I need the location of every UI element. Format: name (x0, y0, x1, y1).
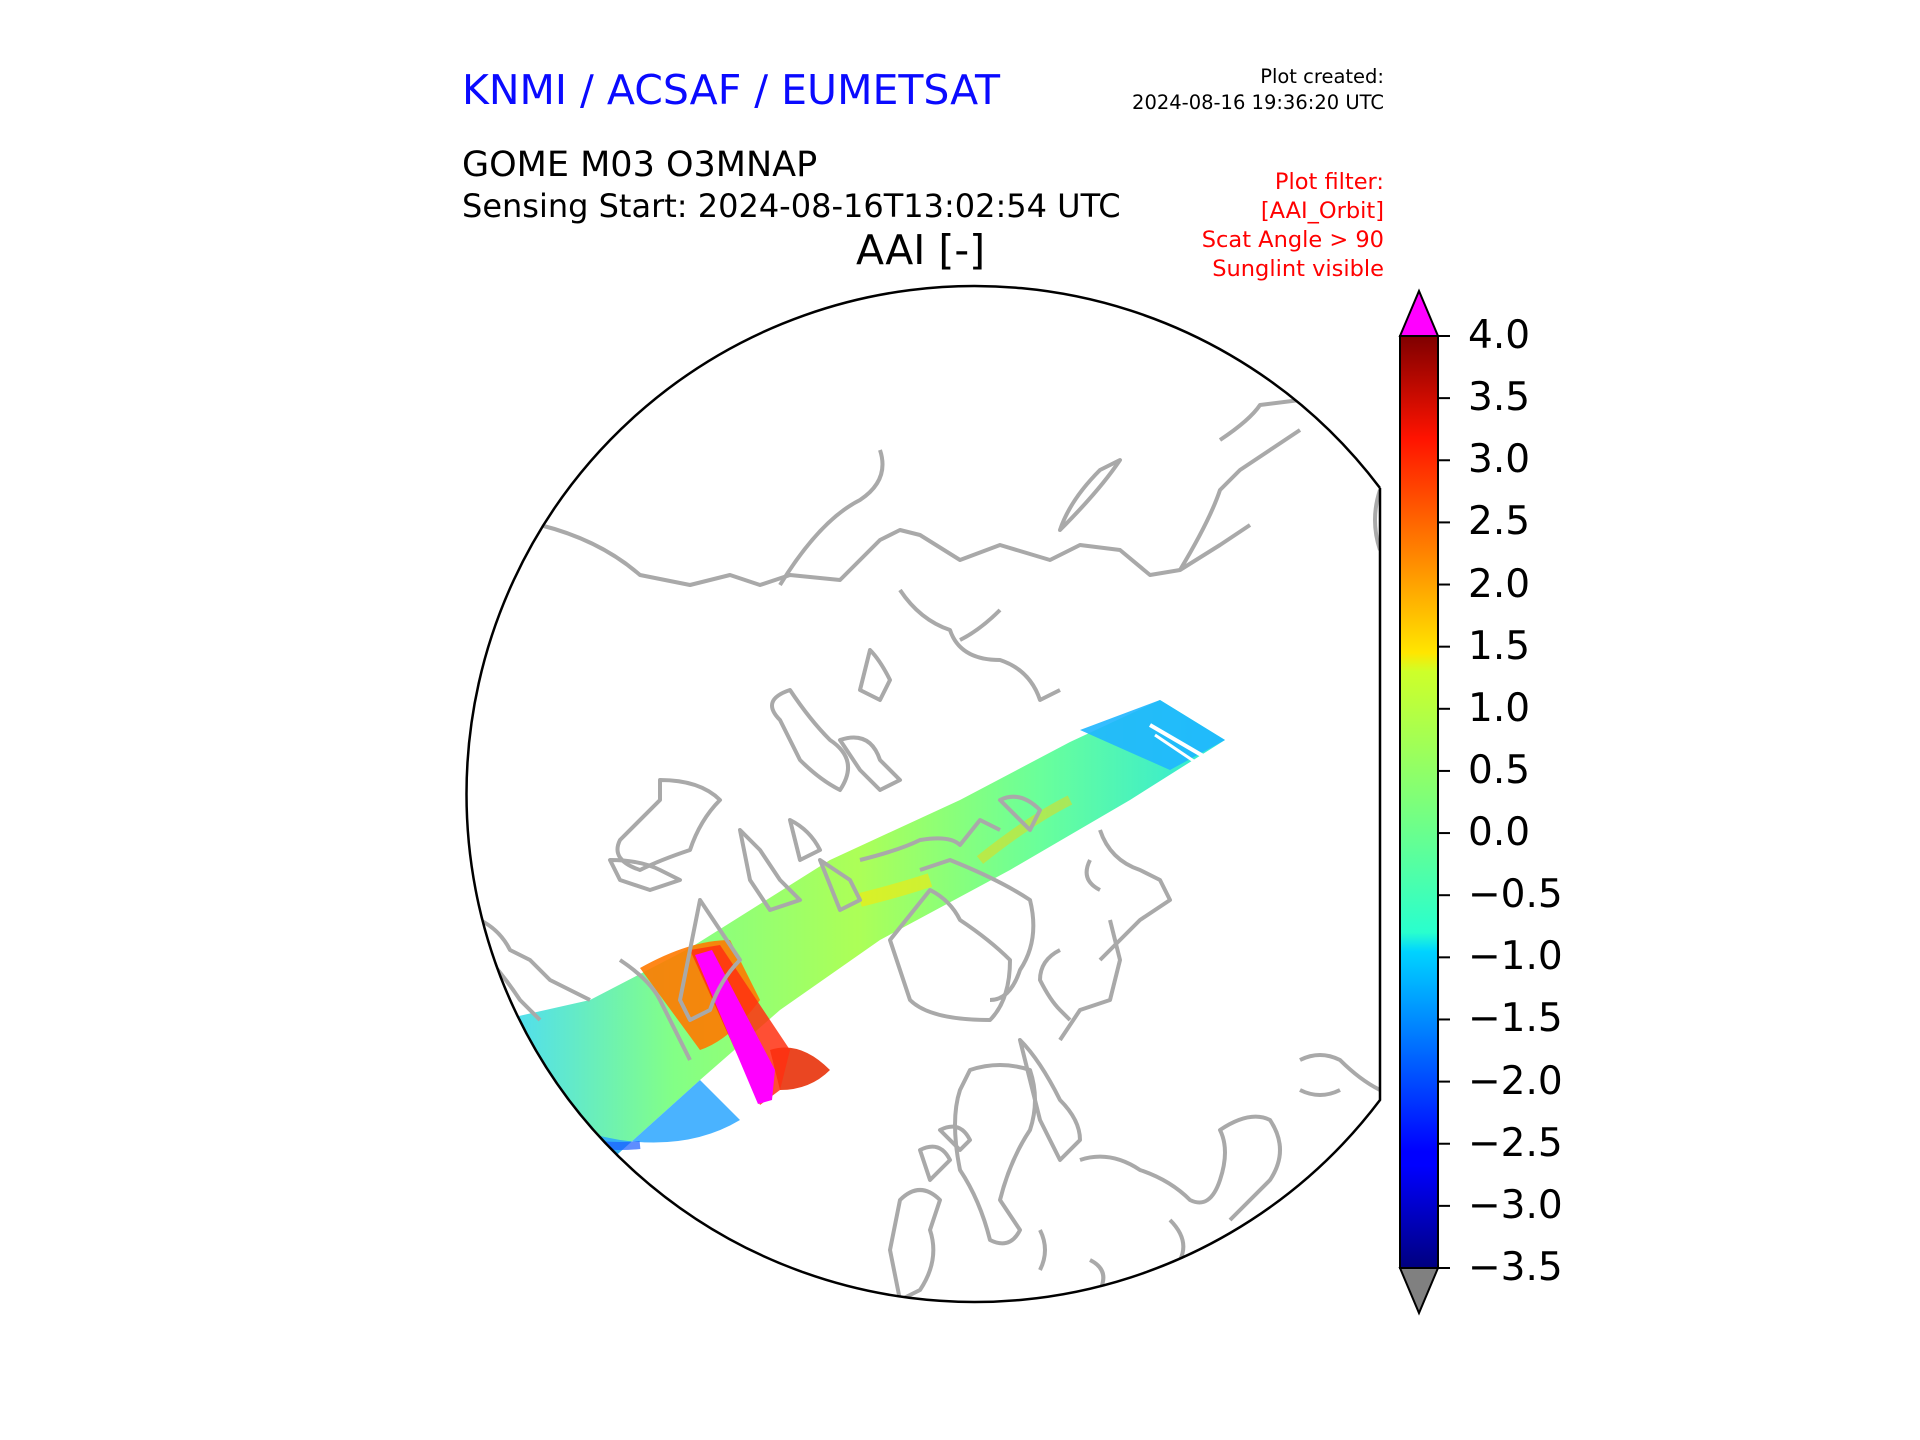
colorbar-tick-label: −0.5 (1468, 872, 1563, 918)
plot-filter-line: Sunglint visible (1212, 256, 1384, 282)
colorbar (1398, 288, 1450, 1316)
colorbar-tick-label: −2.5 (1468, 1120, 1563, 1166)
colorbar-tick-label: −1.5 (1468, 996, 1563, 1042)
colorbar-tick-label: −2.0 (1468, 1058, 1563, 1104)
coastlines (478, 398, 1381, 1302)
colorbar-tick-label: −3.0 (1468, 1182, 1563, 1228)
colorbar-tick-label: 2.5 (1468, 499, 1531, 545)
colorbar-tick-label: 3.5 (1468, 375, 1531, 421)
organization-title: KNMI / ACSAF / EUMETSAT (462, 66, 1001, 114)
plot-created-label: Plot created: (1260, 65, 1384, 88)
plot-created-time: 2024-08-16 19:36:20 UTC (1132, 91, 1384, 114)
colorbar-over-triangle (1398, 288, 1440, 337)
plot-created: Plot created: 2024-08-16 19:36:20 UTC (1094, 64, 1384, 116)
colorbar-tick-label: 1.5 (1468, 623, 1531, 669)
polar-map (465, 284, 1382, 1304)
plot-filter-line: [AAI_Orbit] (1260, 198, 1384, 224)
plot-filter: Plot filter: [AAI_Orbit] Scat Angle > 90… (1094, 168, 1384, 284)
map-content (478, 398, 1381, 1302)
colorbar-tick-label: −3.5 (1468, 1245, 1563, 1290)
map-boundary (465, 284, 1382, 1304)
colorbar-tick-label: 4.0 (1468, 313, 1531, 358)
plot-filter-line: Scat Angle > 90 (1201, 227, 1384, 253)
plot-filter-label: Plot filter: (1274, 169, 1384, 195)
colorbar-tick-label: −1.0 (1468, 934, 1563, 980)
sensing-start: Sensing Start: 2024-08-16T13:02:54 UTC (462, 187, 1121, 225)
colorbar-tick-label: 0.5 (1468, 747, 1531, 793)
colorbar-tick-label: 0.0 (1468, 810, 1531, 856)
colorbar-under-triangle (1398, 1267, 1440, 1316)
variable-title: AAI [-] (856, 226, 986, 274)
colorbar-tick-label: 2.0 (1468, 561, 1531, 607)
colorbar-tick-label: 3.0 (1468, 437, 1531, 483)
colorbar-gradient (1399, 335, 1439, 1269)
colorbar-tick-marks (1438, 335, 1450, 1269)
colorbar-tick-label: 1.0 (1468, 685, 1531, 731)
product-title: GOME M03 O3MNAP (462, 145, 818, 185)
